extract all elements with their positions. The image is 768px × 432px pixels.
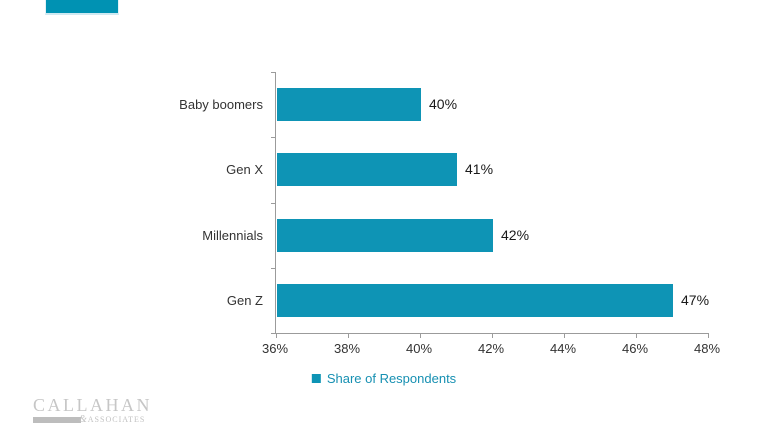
x-axis-tick (636, 333, 637, 338)
x-axis-tick (420, 333, 421, 338)
category-label-gen-x: Gen X (226, 162, 263, 178)
y-axis-tick (271, 202, 275, 204)
x-axis-label-38: 38% (333, 341, 361, 356)
y-axis-tick (271, 72, 275, 73)
logo-ampersand: & (79, 414, 88, 425)
category-label-gen-z: Gen Z (226, 292, 263, 308)
chart-plot-area: 40% 41% 42% 47% (271, 72, 710, 338)
x-axis-label-42: 42% (477, 341, 505, 356)
x-axis-label-46: 46% (621, 341, 649, 356)
x-axis-label-48: 48% (693, 341, 721, 356)
logo-wordmark: CALLAHAN (33, 395, 152, 415)
chart-legend: Share of Respondents (311, 371, 457, 386)
y-axis-tick (271, 267, 275, 269)
x-axis-tick (492, 333, 493, 338)
bar-value-label: 47% (681, 291, 710, 308)
callahan-associates-logo: CALLAHAN &ASSOCIATES (33, 396, 152, 425)
legend-swatch-icon (311, 374, 321, 383)
bar-millennials (277, 218, 493, 252)
x-axis-label-36: 36% (261, 341, 289, 356)
x-axis-tick (348, 333, 349, 338)
bar-gen-z (277, 283, 673, 317)
x-axis-label-40: 40% (405, 341, 433, 356)
logo-subtext: &ASSOCIATES (79, 414, 145, 425)
bar-value-label: 40% (429, 96, 458, 113)
bar-value-label: 41% (465, 161, 494, 178)
x-axis-label-44: 44% (549, 341, 577, 356)
category-label-millennials: Millennials (202, 227, 263, 243)
category-label-baby-boomers: Baby boomers (179, 97, 263, 113)
bar-baby-boomers (277, 88, 421, 122)
y-axis-tick (271, 333, 275, 334)
legend-label: Share of Respondents (326, 371, 457, 386)
x-axis-tick (708, 333, 709, 338)
logo-bar (33, 416, 81, 423)
logo-subline: &ASSOCIATES (33, 414, 152, 425)
x-axis-tick (276, 333, 277, 338)
y-axis-tick (271, 137, 275, 139)
bar-gen-x (277, 153, 457, 187)
x-axis-tick (564, 333, 565, 338)
header-accent-bar (45, 0, 119, 15)
bar-value-label: 42% (501, 226, 530, 243)
logo-associates-text: ASSOCIATES (87, 415, 146, 424)
